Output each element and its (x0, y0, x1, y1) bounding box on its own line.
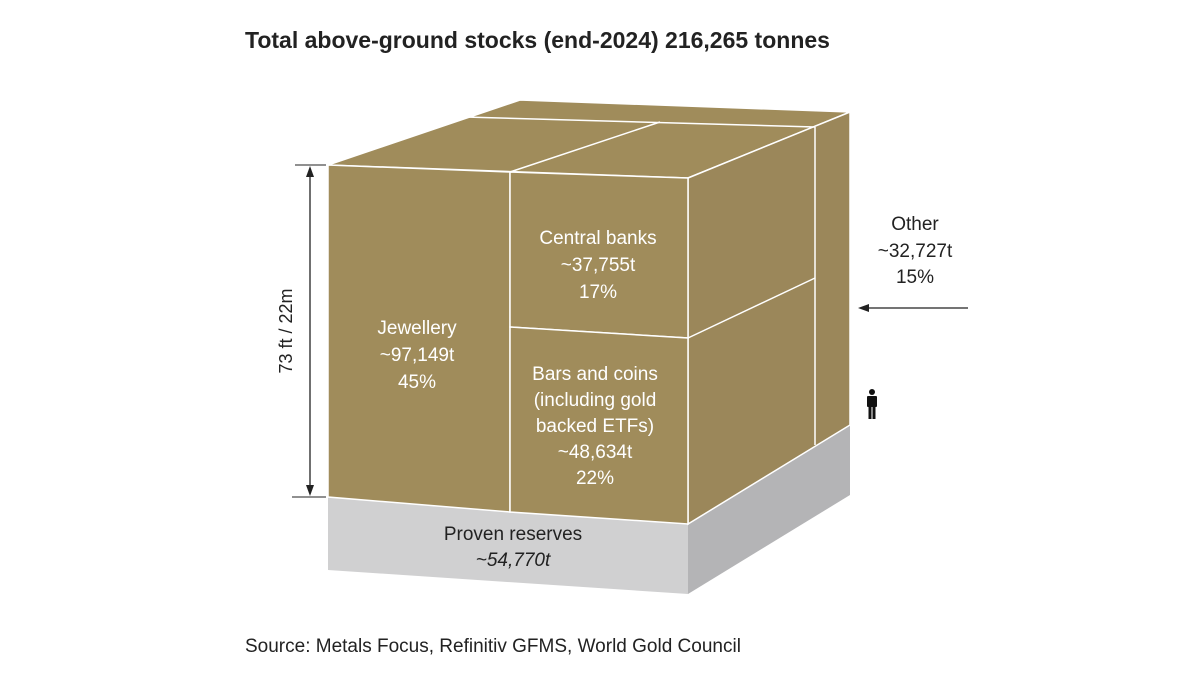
segment-label: Jewellery (377, 318, 457, 339)
top-divider (509, 121, 661, 173)
segment-share: 15% (896, 267, 934, 288)
segment-amount: ~37,755t (561, 255, 636, 276)
segment-share: 22% (576, 468, 614, 489)
source: Source: Metals Focus, Refinitiv GFMS, Wo… (245, 636, 741, 657)
segment-share: 45% (398, 372, 436, 393)
segment-label: Central banks (539, 228, 656, 249)
segment-label: Proven reserves (444, 524, 582, 545)
segment-label: backed ETFs) (536, 416, 654, 437)
segment-amount: ~32,727t (878, 241, 953, 262)
segment-label: Other (891, 214, 939, 235)
segment-label: Bars and coins (532, 364, 658, 385)
title: Total above-ground stocks (end-2024) 216… (245, 27, 830, 53)
arrow-head (306, 166, 314, 177)
bars-coins-face (509, 326, 689, 525)
arrow-head (858, 304, 869, 312)
segment-amount: ~48,634t (558, 442, 633, 463)
top-divider (464, 116, 816, 128)
height-label: 73 ft / 22m (276, 288, 296, 373)
segment-amount: ~54,770t (476, 550, 551, 571)
person-icon (867, 389, 877, 419)
reserves-front (328, 497, 688, 594)
segment-amount: ~97,149t (380, 345, 455, 366)
segment-label: (including gold (534, 390, 657, 411)
segment-share: 17% (579, 282, 617, 303)
arrow-head (306, 485, 314, 496)
side-divider (687, 277, 816, 339)
reserves-side (688, 425, 850, 594)
